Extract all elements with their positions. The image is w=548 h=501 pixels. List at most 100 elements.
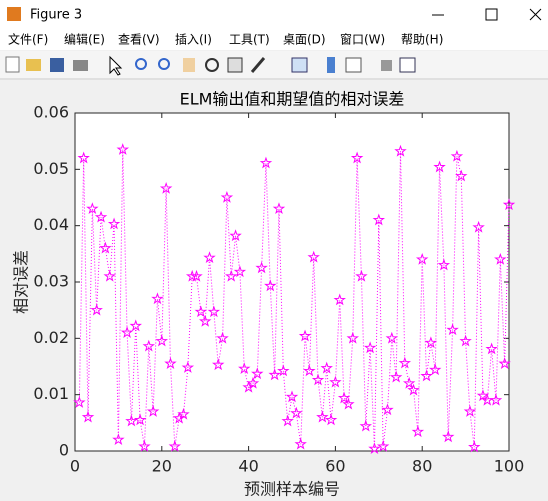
data-marker — [494, 252, 507, 265]
data-marker — [346, 331, 359, 344]
tool-colorbar[interactable] — [327, 57, 335, 73]
data-marker — [190, 269, 203, 282]
x-tick-label: 0 — [70, 457, 80, 476]
data-marker — [133, 413, 147, 426]
data-marker — [429, 363, 442, 376]
data-marker — [450, 149, 464, 162]
data-marker — [485, 342, 498, 355]
data-marker — [216, 331, 229, 344]
axes-box — [74, 112, 510, 452]
data-marker — [268, 368, 281, 381]
data-marker — [229, 229, 242, 242]
data-marker — [372, 213, 386, 226]
data-marker — [90, 303, 103, 316]
data-marker — [298, 329, 312, 342]
data-marker — [138, 439, 151, 452]
data-marker — [77, 151, 90, 164]
data-marker — [459, 334, 472, 347]
data-marker — [468, 440, 481, 453]
data-marker — [207, 305, 221, 318]
tool-zoom-in[interactable] — [135, 58, 147, 70]
data-marker — [398, 356, 412, 369]
data-marker — [264, 279, 277, 292]
tool-pan[interactable] — [183, 58, 195, 72]
y-tick-label: 0.02 — [33, 328, 69, 347]
data-marker — [442, 430, 455, 443]
data-marker — [455, 169, 468, 182]
menu-item[interactable]: 桌面(D) — [283, 33, 326, 47]
data-marker — [246, 376, 260, 389]
tool-datatip[interactable] — [227, 57, 243, 73]
tool-zoom-out[interactable] — [158, 58, 170, 70]
tool-new[interactable] — [5, 56, 20, 73]
y-tick-label: 0 — [59, 441, 69, 460]
data-marker — [233, 265, 247, 278]
chart-title: ELM输出值和期望值的相对误差 — [180, 90, 405, 109]
tool-brush[interactable] — [250, 57, 266, 73]
data-marker — [272, 202, 286, 215]
toolbar — [0, 51, 548, 78]
x-axis-label: 预测样本编号 — [244, 480, 340, 499]
data-marker — [129, 319, 142, 332]
data-marker — [420, 369, 433, 382]
data-marker — [363, 341, 377, 354]
menu-item[interactable]: 工具(T) — [229, 33, 270, 47]
data-marker — [255, 261, 268, 274]
data-marker — [294, 437, 307, 450]
menu-item[interactable]: 查看(V) — [118, 33, 160, 47]
data-marker — [320, 361, 333, 374]
menu-item[interactable]: 插入(I) — [175, 33, 212, 47]
data-marker — [311, 373, 325, 386]
data-marker — [329, 375, 342, 388]
data-marker — [316, 410, 329, 423]
data-marker — [437, 258, 451, 271]
data-marker — [81, 410, 95, 423]
menu-item[interactable]: 文件(F) — [8, 32, 48, 47]
data-marker — [411, 425, 425, 438]
tool-legend[interactable] — [345, 57, 362, 73]
x-tick-label: 100 — [494, 457, 525, 476]
data-marker — [424, 336, 438, 349]
plot-area — [75, 113, 509, 451]
data-marker — [99, 241, 112, 254]
data-marker — [107, 217, 121, 230]
data-marker — [281, 414, 294, 427]
data-marker — [502, 198, 516, 211]
data-marker — [368, 442, 381, 455]
tool-show-plot[interactable] — [399, 57, 416, 73]
tool-open[interactable] — [26, 59, 41, 71]
data-marker — [446, 323, 459, 336]
tool-pointer[interactable] — [109, 55, 123, 76]
data-marker — [333, 293, 346, 306]
menu-item[interactable]: 编辑(E) — [64, 32, 105, 47]
data-marker — [198, 314, 212, 327]
tool-hide-plot[interactable] — [381, 60, 392, 71]
tool-link[interactable] — [291, 57, 308, 73]
data-marker — [225, 269, 238, 282]
x-tick-label: 80 — [412, 457, 432, 476]
data-marker — [116, 143, 129, 155]
menu-item[interactable]: 帮助(H) — [401, 33, 443, 47]
tool-rotate[interactable] — [205, 58, 219, 72]
data-marker — [203, 251, 216, 264]
data-marker — [86, 202, 99, 215]
y-tick-label: 0.04 — [33, 215, 69, 234]
data-marker — [103, 269, 116, 282]
data-marker — [177, 407, 190, 420]
data-marker — [355, 269, 368, 282]
tool-save[interactable] — [50, 58, 64, 72]
tool-print[interactable] — [73, 60, 88, 71]
data-marker — [142, 339, 155, 352]
data-marker — [407, 383, 420, 396]
y-tick-label: 0.03 — [33, 272, 69, 291]
data-marker — [381, 403, 394, 416]
y-tick-label: 0.01 — [33, 384, 69, 403]
maximize-button[interactable] — [485, 8, 498, 21]
menu-item[interactable]: 窗口(W) — [340, 33, 385, 47]
data-marker — [324, 413, 338, 426]
x-tick-label: 20 — [152, 457, 172, 476]
close-button[interactable] — [529, 8, 542, 21]
data-marker — [376, 439, 390, 452]
